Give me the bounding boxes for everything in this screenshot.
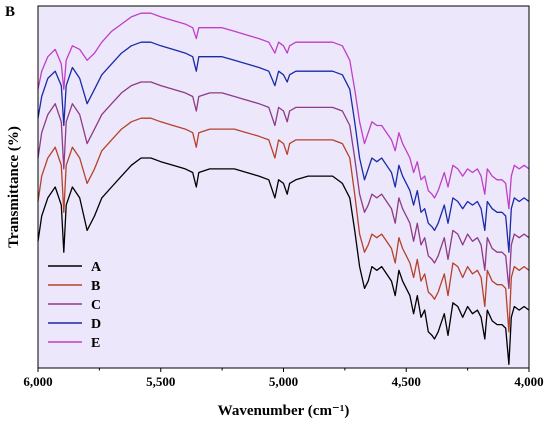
x-tick-label: 4,000 — [514, 374, 543, 389]
legend-label-b: B — [91, 279, 100, 294]
y-axis-label: Transmittance (%) — [6, 126, 22, 248]
series-line-b — [37, 117, 530, 333]
x-axis-ticks: 6,000 5,500 5,000 4,500 4,000 — [23, 368, 544, 389]
series-line-e — [37, 12, 530, 210]
series-line-a — [37, 157, 530, 366]
legend-label-e: E — [91, 336, 100, 351]
x-tick-label: 5,500 — [146, 374, 175, 389]
series-line-d — [37, 41, 530, 253]
x-axis-label: Wavenumber (cm⁻¹) — [218, 403, 350, 419]
series-layer — [37, 12, 530, 366]
panel-label: B — [5, 4, 16, 20]
legend-label-a: A — [91, 260, 102, 275]
legend-label-c: C — [91, 298, 101, 313]
plot-area — [38, 6, 529, 368]
x-tick-label: 4,500 — [392, 374, 421, 389]
series-line-c — [37, 81, 530, 290]
x-tick-label: 6,000 — [23, 374, 52, 389]
legend-label-d: D — [91, 317, 101, 332]
x-tick-label: 5,000 — [269, 374, 298, 389]
